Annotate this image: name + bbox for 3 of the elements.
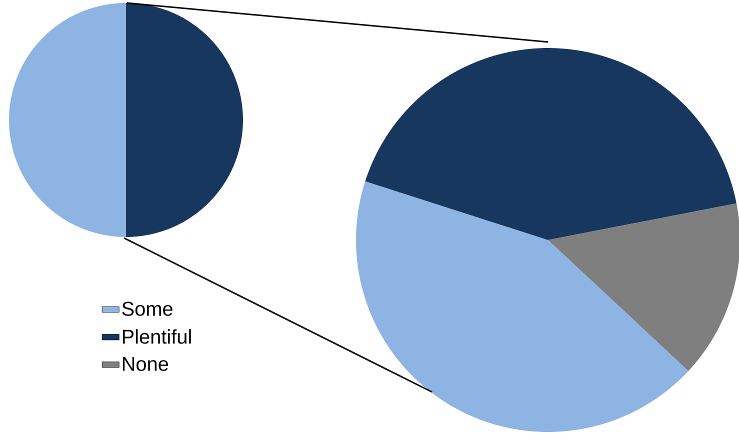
legend-label: Plentiful: [122, 329, 191, 344]
legend-label: None: [122, 357, 168, 371]
legend-label: Some: [122, 302, 172, 316]
